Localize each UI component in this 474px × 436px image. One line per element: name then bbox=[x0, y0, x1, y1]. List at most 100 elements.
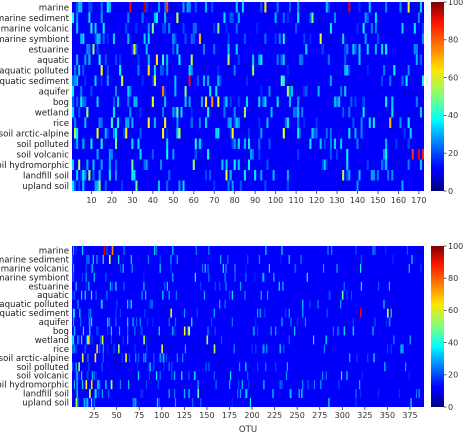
heatmap-cell bbox=[119, 380, 122, 390]
heatmap-cell bbox=[96, 128, 99, 139]
heatmap-cell bbox=[253, 326, 255, 336]
heatmap-cell bbox=[194, 138, 197, 149]
heatmap-cell bbox=[82, 138, 85, 149]
heatmap-cell bbox=[104, 180, 107, 191]
heatmap-cell bbox=[108, 389, 110, 399]
heatmap-cell bbox=[81, 272, 84, 282]
heatmap-cell bbox=[390, 308, 392, 318]
heatmap-cell bbox=[86, 44, 89, 55]
heatmap-cell bbox=[346, 65, 349, 76]
heatmap-cell bbox=[227, 117, 230, 128]
heatmap-cell bbox=[352, 44, 355, 55]
heatmap-cell bbox=[166, 54, 169, 65]
heatmap-cell bbox=[195, 246, 197, 255]
heatmap-cell bbox=[86, 335, 88, 345]
heatmap-cell bbox=[352, 326, 354, 336]
heatmap-cell bbox=[231, 128, 234, 139]
heatmap-cell bbox=[77, 398, 79, 407]
heatmap-cell bbox=[205, 117, 208, 128]
heatmap-cell bbox=[178, 54, 181, 65]
heatmap-cell bbox=[178, 128, 181, 139]
heatmap-cell bbox=[106, 246, 108, 255]
heatmap-cell bbox=[325, 371, 327, 381]
heatmap-cell bbox=[358, 170, 361, 181]
heatmap-cell bbox=[96, 180, 99, 191]
heatmap-cell bbox=[303, 33, 306, 44]
heatmap-cell bbox=[102, 33, 105, 44]
heatmap-cell bbox=[304, 317, 307, 327]
heatmap-cell bbox=[163, 362, 165, 372]
heatmap-cell bbox=[225, 159, 228, 170]
heatmap-cell bbox=[184, 96, 187, 107]
heatmap-cell bbox=[309, 138, 312, 149]
heatmap-cell bbox=[97, 380, 99, 390]
heatmap-cell bbox=[383, 159, 386, 170]
heatmap-cell bbox=[333, 12, 336, 23]
heatmap-cell bbox=[262, 272, 264, 282]
heatmap-cell bbox=[147, 54, 150, 65]
heatmap-cell bbox=[192, 398, 194, 407]
heatmap-low-value-texture bbox=[72, 246, 422, 407]
heatmap-cell bbox=[84, 96, 87, 107]
heatmap-cell bbox=[84, 290, 86, 300]
heatmap-cell bbox=[99, 380, 101, 390]
heatmap-cell bbox=[196, 308, 198, 318]
heatmap-cell bbox=[103, 246, 106, 255]
colorbar-tick-label: 80 bbox=[448, 274, 458, 283]
heatmap-cell bbox=[157, 180, 160, 191]
heatmap-cell bbox=[294, 263, 297, 273]
heatmap-cell bbox=[374, 317, 376, 327]
heatmap-cell bbox=[172, 326, 174, 336]
heatmap-cell bbox=[94, 23, 97, 34]
heatmap-cell bbox=[183, 389, 186, 399]
heatmap-cell bbox=[73, 326, 76, 336]
heatmap-cell bbox=[87, 335, 89, 345]
heatmap-cell bbox=[75, 246, 77, 255]
heatmap-cell bbox=[214, 281, 216, 291]
heatmap-cell bbox=[346, 44, 349, 55]
heatmap-cell bbox=[268, 263, 270, 273]
heatmap-cell bbox=[190, 33, 193, 44]
heatmap-cell bbox=[207, 75, 210, 86]
heatmap-cell bbox=[346, 371, 348, 381]
heatmap-cell bbox=[333, 138, 336, 149]
heatmap-cell bbox=[92, 170, 95, 181]
heatmap-cell bbox=[188, 96, 191, 107]
heatmap-cell bbox=[280, 254, 282, 264]
heatmap-cell bbox=[384, 362, 386, 372]
heatmap-cell bbox=[225, 23, 228, 34]
heatmap-cell bbox=[243, 107, 246, 118]
heatmap-cell bbox=[88, 54, 91, 65]
heatmap-cell bbox=[407, 65, 410, 76]
heatmap-cell bbox=[139, 149, 142, 160]
heatmap-cell bbox=[309, 299, 311, 309]
heatmap-cell bbox=[276, 96, 279, 107]
heatmap-cell bbox=[127, 326, 129, 336]
x-tick-label: 110 bbox=[288, 196, 303, 205]
heatmap-cell bbox=[143, 33, 146, 44]
heatmap-cell bbox=[72, 75, 75, 86]
heatmap-cell bbox=[341, 290, 344, 300]
heatmap-cell bbox=[146, 380, 148, 390]
heatmap-cell bbox=[346, 159, 349, 170]
heatmap-cell bbox=[80, 96, 83, 107]
heatmap-cell bbox=[82, 180, 85, 191]
heatmap-cell bbox=[297, 128, 300, 139]
heatmap-cell bbox=[374, 44, 377, 55]
heatmap-cell bbox=[137, 138, 140, 149]
heatmap-cell bbox=[114, 54, 118, 65]
heatmap-cell bbox=[84, 344, 86, 354]
heatmap-cell bbox=[344, 65, 347, 76]
heatmap-cell bbox=[313, 380, 316, 390]
heatmap-cell bbox=[348, 2, 351, 13]
heatmap-cell bbox=[309, 12, 312, 23]
heatmap-cell bbox=[200, 281, 202, 291]
heatmap-cell bbox=[192, 33, 195, 44]
heatmap-cell bbox=[358, 44, 361, 55]
heatmap-cell bbox=[112, 33, 115, 44]
colorbar-tick-label: 80 bbox=[448, 36, 458, 45]
heatmap-cell bbox=[188, 326, 191, 336]
heatmap-cell bbox=[407, 2, 410, 13]
heatmap-cell bbox=[214, 326, 216, 336]
heatmap-cell bbox=[82, 33, 85, 44]
